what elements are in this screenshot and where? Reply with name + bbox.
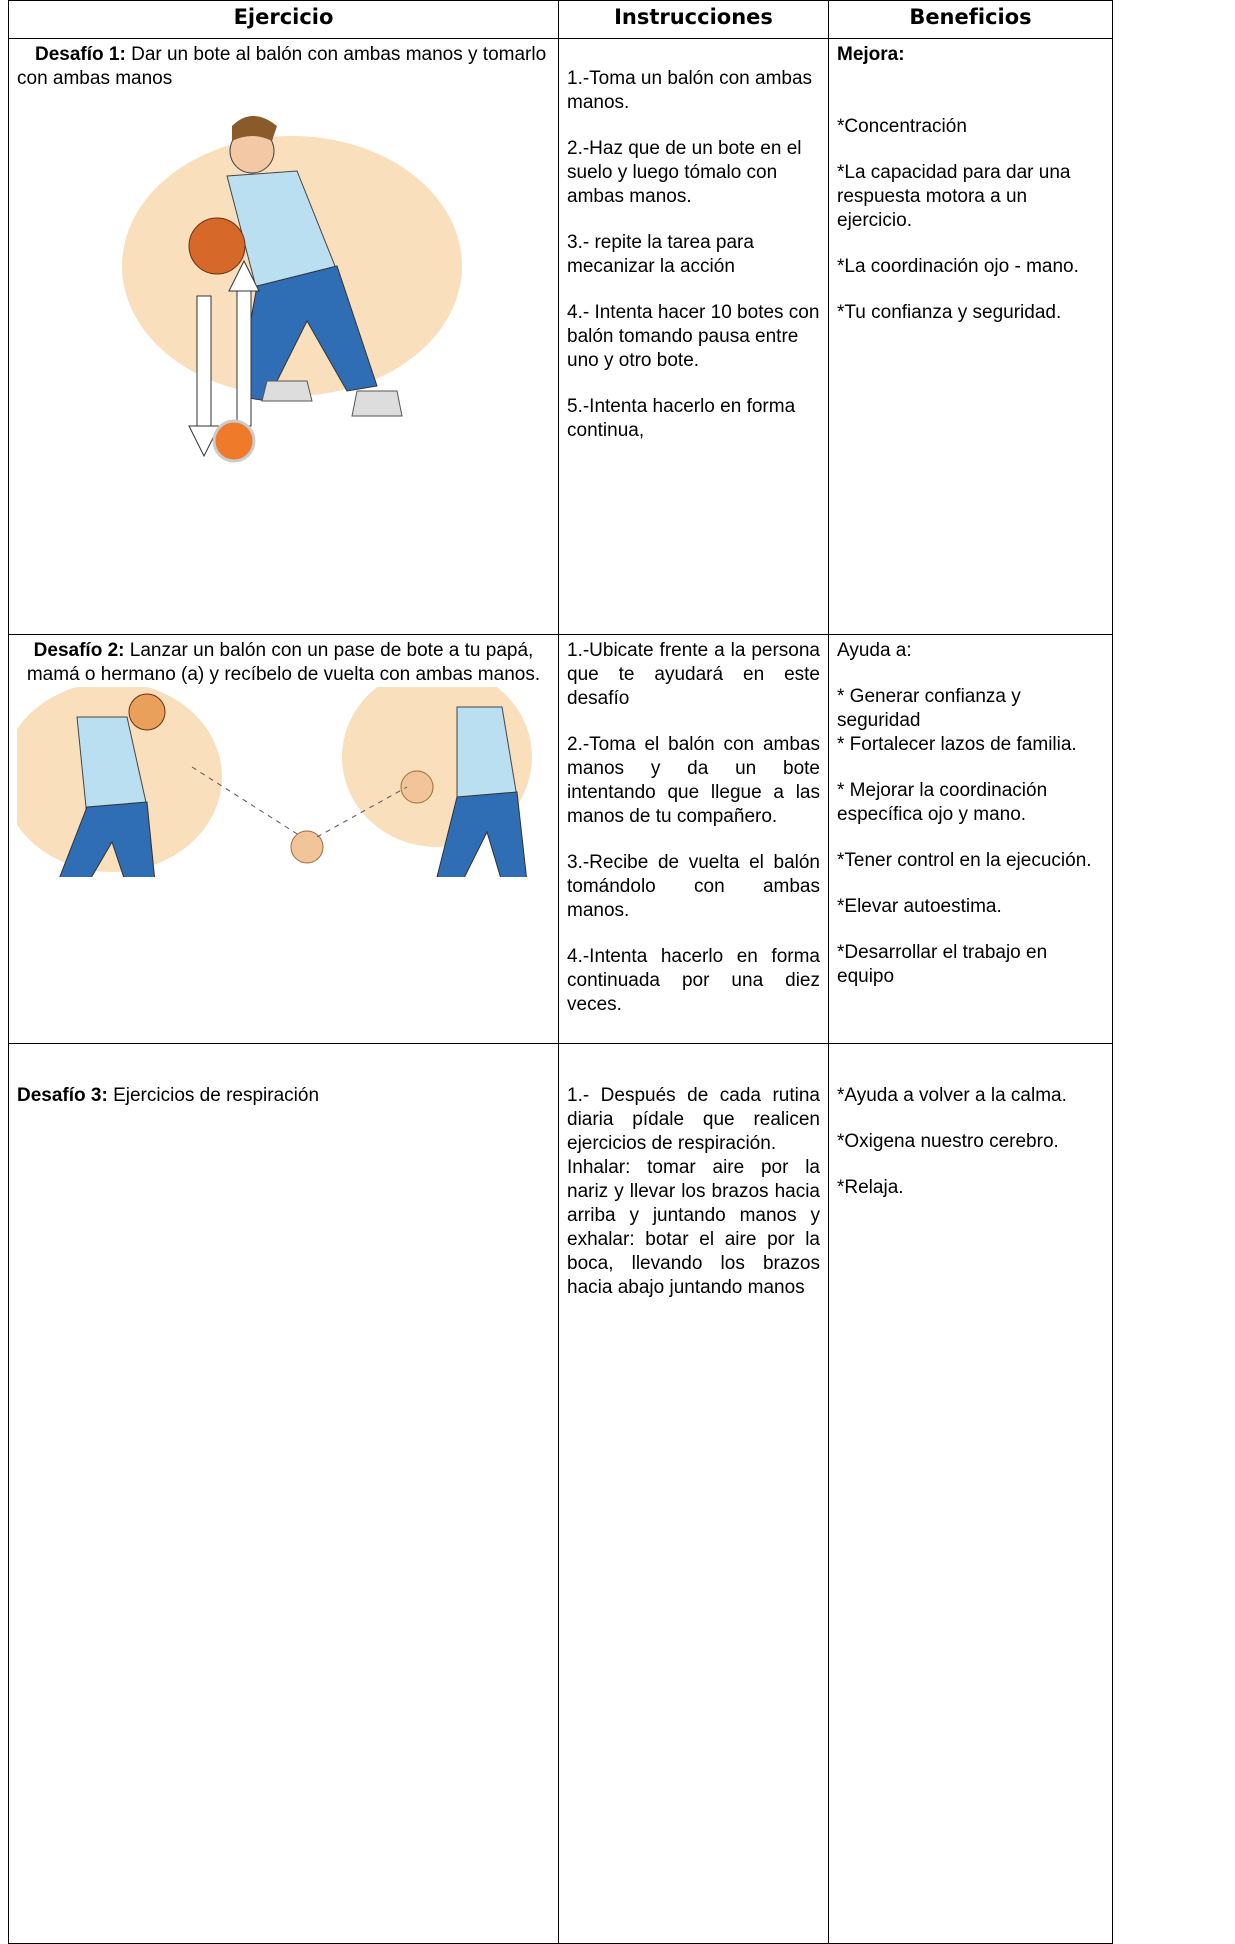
exercise-label: Desafío 1: [35, 44, 126, 65]
instruction: 2.-Toma el balón con ambas manos y da un… [567, 734, 820, 827]
header-cell: Ejercicio [8, 0, 559, 39]
instruction: 4.- Intenta hacer 10 botes con balón tom… [567, 302, 820, 371]
benefit: *Ayuda a volver a la calma. [837, 1085, 1067, 1106]
instruction: Inhalar: tomar aire por la nariz y lleva… [567, 1157, 820, 1298]
benefit: *Elevar autoestima. [837, 896, 1002, 917]
benefits-cell: Mejora: *Concentración *La capacidad par… [828, 38, 1113, 635]
exercise-desc: Desafío 2: Lanzar un balón con un pase d… [17, 639, 550, 687]
exercise-cell: Desafío 1: Dar un bote al balón con amba… [8, 38, 559, 635]
instruction: 1.-Toma un balón con ambas manos. [567, 68, 813, 113]
benefit: *La capacidad para dar una respuesta mot… [837, 162, 1071, 231]
benefit: * Fortalecer lazos de familia. [837, 734, 1077, 755]
instruction: 1.-Ubicate frente a la persona que te ay… [567, 640, 820, 709]
benefits-cell: *Ayuda a volver a la calma. *Oxigena nue… [828, 1043, 1113, 1944]
benefit: *Oxigena nuestro cerebro. [837, 1131, 1059, 1152]
instruction: 3.- repite la tarea para mecanizar la ac… [567, 232, 754, 277]
instruction: 4.-Intenta hacerlo en forma continuada p… [567, 946, 820, 1015]
exercise-cell: Desafío 2: Lanzar un balón con un pase d… [8, 634, 559, 1044]
exercise-text: Ejercicios de respiración [113, 1085, 320, 1106]
header-cell: Instrucciones [558, 0, 829, 39]
benefits-heading: Mejora: [837, 44, 905, 65]
exercise-text: Lanzar un balón con un pase de bote a tu… [26, 640, 541, 685]
benefits-heading: Ayuda a: [837, 640, 912, 661]
exercise-label: Desafío 2: [33, 640, 125, 661]
benefit: *Concentración [837, 116, 967, 137]
benefits-cell: Ayuda a: * Generar confianza y seguridad… [828, 634, 1113, 1044]
header-cell: Beneficios [828, 0, 1113, 39]
benefit: *Tu confianza y seguridad. [837, 302, 1062, 323]
exercise-cell: Desafío 3: Ejercicios de respiración [8, 1043, 559, 1944]
benefit: * Mejorar la coordinación específica ojo… [837, 780, 1048, 825]
instructions-cell: 1.-Toma un balón con ambas manos. 2.-Haz… [558, 38, 829, 635]
benefit: *Relaja. [837, 1177, 904, 1198]
instruction: 1.- Después de cada rutina diaria pídale… [567, 1085, 820, 1154]
benefit: *Tener control en la ejecución. [837, 850, 1092, 871]
instructions-cell: 1.- Después de cada rutina diaria pídale… [558, 1043, 829, 1944]
instructions-cell: 1.-Ubicate frente a la persona que te ay… [558, 634, 829, 1044]
illustration [17, 687, 532, 877]
instruction: 2.-Haz que de un bote en el suelo y lueg… [567, 138, 802, 207]
exercise-table: Ejercicio Instrucciones Beneficios Desaf… [8, 0, 1113, 1944]
exercise-label: Desafío 3: [17, 1085, 108, 1106]
exercise-desc: Desafío 1: Dar un bote al balón con amba… [17, 43, 550, 91]
illustration [122, 116, 462, 463]
benefit: *La coordinación ojo - mano. [837, 256, 1079, 277]
benefit: * Generar confianza y seguridad [837, 686, 1021, 731]
instruction: 5.-Intenta hacerlo en forma continua, [567, 396, 796, 441]
exercise-desc: Desafío 3: Ejercicios de respiración [17, 1084, 550, 1108]
benefit: *Desarrollar el trabajo en equipo [837, 942, 1048, 987]
exercise-text: Dar un bote al balón con ambas manos y t… [17, 44, 547, 89]
instruction: 3.-Recibe de vuelta el balón tomándolo c… [567, 852, 820, 921]
